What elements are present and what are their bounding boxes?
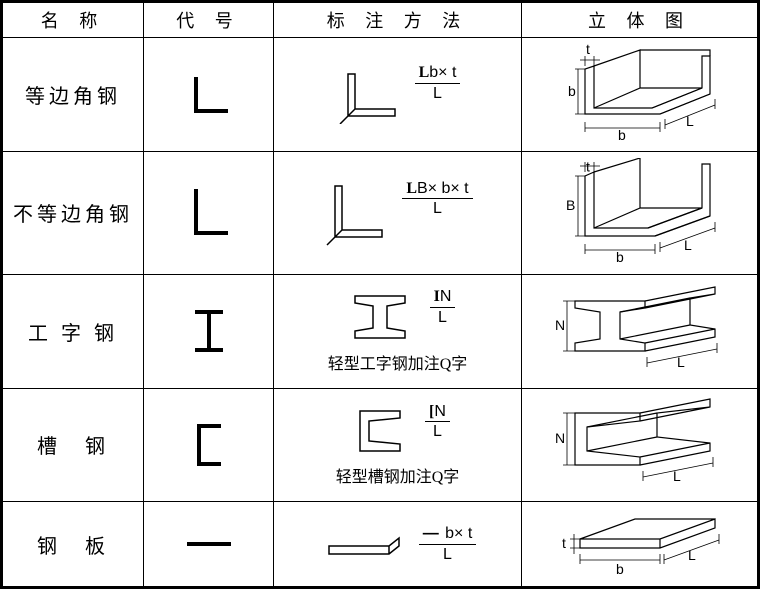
annotation-cell: Lb× t L (273, 38, 521, 151)
header-row: 名 称 代 号 标 注 方 法 立 体 图 (3, 3, 757, 37)
svg-text:B: B (566, 197, 575, 213)
svg-text:t: t (586, 158, 590, 174)
row-equal-angle: 等边角钢 Lb× t L (3, 37, 757, 151)
ibeam-section-icon (340, 288, 420, 344)
name-label: 不等边角钢 (13, 198, 133, 227)
isometric-cell: B b L t (521, 152, 757, 275)
formula: Lb× t L (415, 64, 461, 102)
symbol-cell (143, 38, 273, 151)
annotation-cell: LB× b× t L (273, 152, 521, 275)
angle-symbol-icon (184, 69, 234, 119)
angle-3d-icon: B b L t (540, 158, 740, 268)
formula: — b× t L (419, 525, 477, 563)
annotation-cell: [N L 轻型槽钢加注Q字 (273, 389, 521, 502)
angle-section-icon (335, 64, 405, 124)
header-symbol: 代 号 (143, 3, 273, 37)
row-plate: 钢 板 — b× t L (3, 501, 757, 586)
symbol-cell (143, 152, 273, 275)
isometric-cell: N L (521, 275, 757, 388)
symbol-cell (143, 275, 273, 388)
svg-text:L: L (686, 113, 694, 129)
row-i-beam: 工 字 钢 IN L 轻型工字钢加注Q字 (3, 274, 757, 388)
angle-section-icon (322, 180, 392, 246)
header-anno: 标 注 方 法 (273, 3, 521, 37)
isometric-cell: N L (521, 389, 757, 502)
name-label: 槽 钢 (37, 430, 109, 459)
channel-section-icon (345, 403, 415, 457)
note-label: 轻型工字钢加注Q字 (328, 350, 468, 374)
svg-text:b: b (616, 249, 624, 265)
row-channel: 槽 钢 [N L 轻型槽钢加注Q字 (3, 388, 757, 502)
isometric-cell: t b L (521, 502, 757, 586)
formula: LB× b× t L (402, 180, 472, 218)
name-label: 钢 板 (37, 530, 109, 559)
svg-text:L: L (688, 547, 696, 563)
channel-symbol-icon (189, 418, 229, 472)
plate-section-icon (319, 524, 409, 564)
svg-text:N: N (555, 430, 565, 446)
annotation-cell: IN L 轻型工字钢加注Q字 (273, 275, 521, 388)
svg-text:N: N (555, 317, 565, 333)
header-3d: 立 体 图 (521, 3, 757, 37)
name-label: 工 字 钢 (28, 317, 118, 346)
header-name: 名 称 (3, 3, 143, 37)
row-unequal-angle: 不等边角钢 LB× b× t L (3, 151, 757, 275)
svg-text:b: b (618, 127, 626, 143)
symbol-cell (143, 502, 273, 586)
svg-text:t: t (586, 44, 590, 57)
svg-text:L: L (684, 237, 692, 253)
symbol-cell (143, 389, 273, 502)
angle-symbol-icon (184, 185, 234, 241)
plate-3d-icon: t b L (540, 504, 740, 584)
svg-text:L: L (677, 354, 685, 370)
plate-symbol-icon (181, 534, 237, 554)
channel-3d-icon: N L (535, 395, 745, 495)
ibeam-3d-icon: N L (535, 281, 745, 381)
formula: IN L (430, 288, 456, 326)
svg-text:b: b (568, 83, 576, 99)
svg-text:b: b (616, 561, 624, 577)
svg-text:t: t (562, 535, 566, 551)
svg-text:L: L (673, 468, 681, 484)
note-label: 轻型槽钢加注Q字 (336, 463, 460, 487)
angle-3d-icon: b b L t (540, 44, 740, 144)
annotation-cell: — b× t L (273, 502, 521, 586)
name-label: 等边角钢 (25, 80, 121, 109)
isometric-cell: b b L t (521, 38, 757, 151)
ibeam-symbol-icon (187, 304, 231, 358)
formula: [N L (425, 403, 450, 441)
steel-section-table: 名 称 代 号 标 注 方 法 立 体 图 等边角钢 Lb× t L (0, 0, 760, 589)
